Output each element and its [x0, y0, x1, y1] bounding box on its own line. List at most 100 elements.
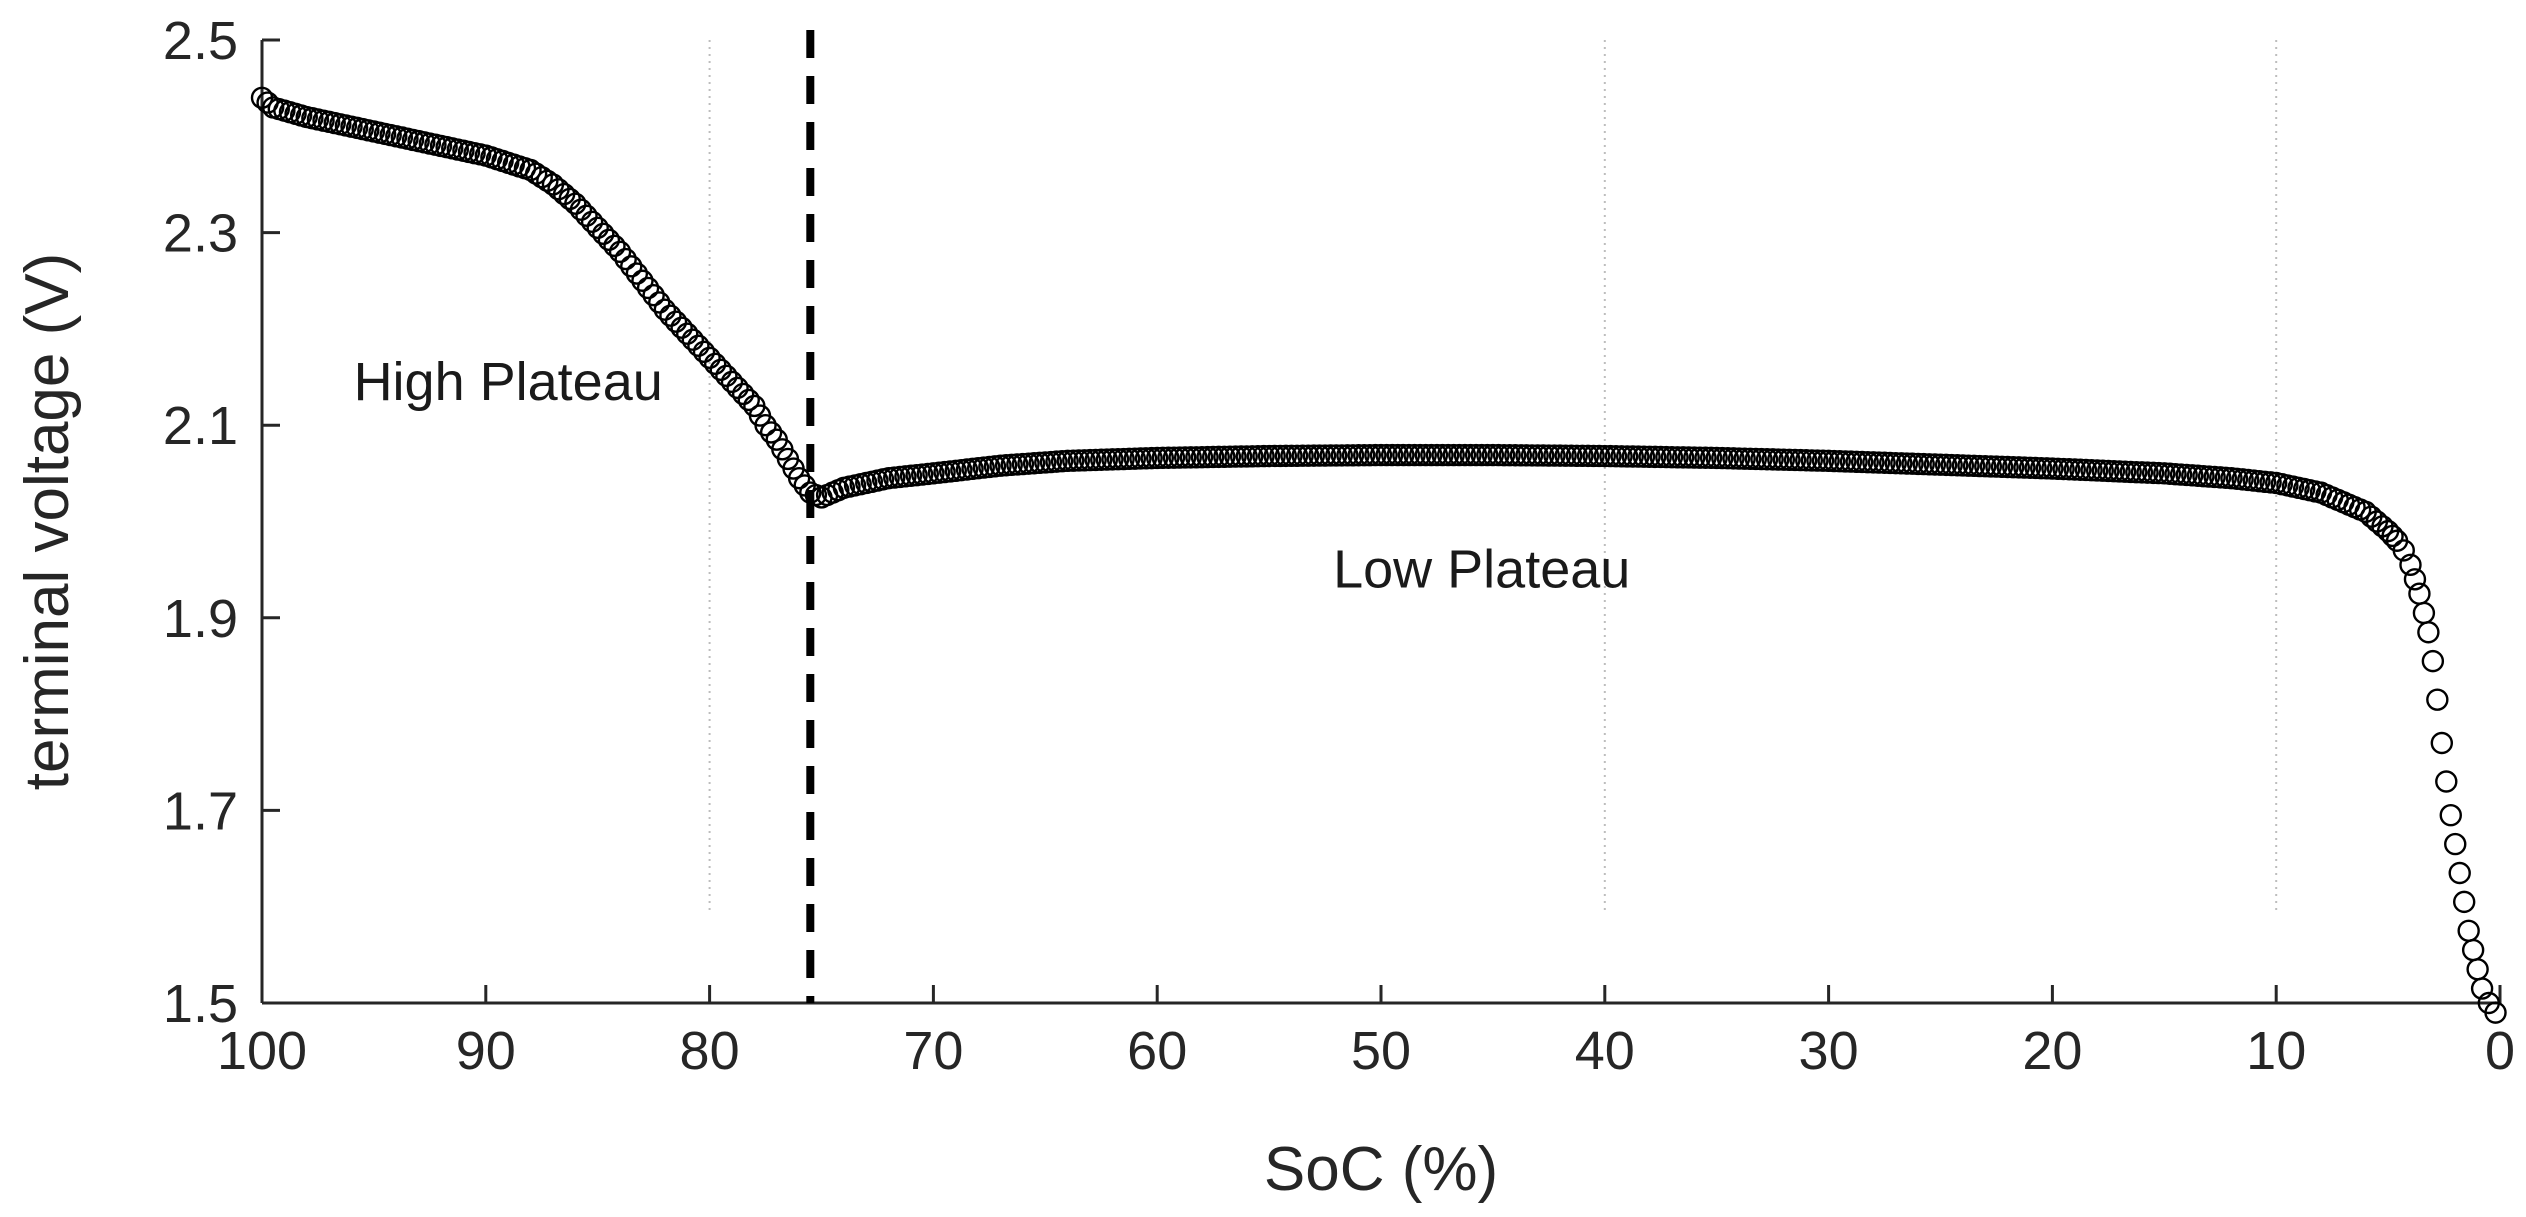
data-point [676, 322, 699, 345]
x-tick-label: 60 [1127, 1021, 1187, 1081]
data-point [631, 269, 654, 292]
data-point [1073, 449, 1096, 472]
data-point [1946, 454, 1969, 477]
data-point [2063, 458, 2086, 481]
data-point [1839, 450, 1863, 473]
data-point [1722, 447, 1745, 470]
data-point [1878, 451, 1902, 475]
data-point [1660, 445, 1684, 469]
data-point [1179, 446, 1202, 469]
data-point [2136, 461, 2159, 484]
data-point [1627, 445, 1650, 468]
data-point [1615, 445, 1639, 468]
data-point [1257, 444, 1281, 468]
data-point [1884, 451, 1907, 475]
data-point [1739, 447, 1762, 471]
data-point [687, 334, 710, 357]
data-point [2426, 688, 2449, 711]
data-point [1705, 446, 1728, 470]
x-tick-label: 90 [456, 1021, 516, 1081]
data-point [2381, 524, 2404, 548]
data-point [1744, 447, 1768, 471]
data-point [1554, 444, 1577, 467]
data-point [2439, 804, 2462, 827]
x-axis-title: SoC (%) [1264, 1135, 1498, 1204]
data-point [2470, 977, 2494, 1000]
x-tick-label: 30 [1799, 1021, 1859, 1081]
data-point [2002, 455, 2025, 479]
data-point [692, 340, 716, 363]
data-point [2435, 770, 2458, 793]
data-point [1403, 443, 1426, 467]
data-point [2069, 458, 2092, 481]
data-point [1806, 449, 1829, 472]
data-point [1828, 450, 1851, 473]
data-point [1733, 447, 1756, 470]
data-point [1157, 446, 1180, 469]
data-point [1252, 444, 1275, 468]
data-point [1492, 443, 1516, 467]
data-point [1297, 444, 1320, 467]
points-layer [250, 86, 2507, 1024]
data-point [1588, 444, 1611, 468]
data-point [1772, 448, 1796, 471]
data-point [1095, 448, 1119, 471]
data-point [1593, 444, 1617, 468]
data-point [2057, 458, 2081, 481]
data-point [1408, 443, 1432, 467]
data-point [1190, 445, 1214, 469]
data-point [1727, 447, 1751, 470]
data-point [2108, 460, 2131, 483]
data-point [1918, 453, 1941, 476]
data-point [1319, 444, 1342, 467]
data-point [754, 414, 777, 437]
data-point [1906, 452, 1930, 476]
data-point [603, 234, 626, 258]
data-point [1974, 455, 1997, 478]
data-point [1985, 455, 2008, 478]
data-point [1767, 448, 1790, 471]
data-point [1677, 446, 1700, 469]
data-point [1420, 443, 1443, 467]
data-point [1196, 445, 1219, 469]
data-point [1688, 446, 1712, 469]
data-point [1464, 443, 1488, 467]
data-point [1778, 448, 1801, 472]
data-point [1834, 450, 1857, 473]
data-point [1134, 447, 1158, 470]
data-point [1845, 450, 1868, 473]
data-point [1213, 445, 1236, 468]
data-point [1448, 443, 1471, 467]
data-point [1621, 445, 1644, 468]
data-point [2430, 731, 2454, 755]
data-point [2417, 621, 2440, 644]
data-point [1106, 448, 1130, 471]
data-point [620, 255, 643, 278]
data-point [580, 210, 604, 233]
x-tick-label: 20 [2022, 1021, 2082, 1081]
data-point [2091, 459, 2114, 482]
data-point [2018, 456, 2042, 479]
data-point [1129, 447, 1152, 470]
data-point [2125, 460, 2148, 484]
data-point [737, 388, 760, 412]
data-point [1520, 444, 1544, 467]
data-point [1140, 446, 1163, 470]
data-point [1084, 448, 1107, 472]
data-point [1369, 443, 1393, 467]
x-tick-label: 0 [2485, 1021, 2515, 1081]
data-point [1285, 444, 1309, 467]
data-point [731, 382, 755, 406]
data-point [519, 158, 542, 182]
data-point [703, 352, 727, 376]
data-point [1962, 454, 1986, 478]
data-point [530, 166, 553, 189]
data-point [1537, 444, 1561, 467]
data-point [1487, 443, 1510, 467]
data-point [1067, 449, 1091, 472]
x-tick-label: 50 [1351, 1021, 1411, 1081]
data-point [2013, 456, 2036, 479]
data-point [1436, 443, 1460, 467]
data-point [1101, 448, 1124, 471]
data-point [1201, 445, 1225, 469]
